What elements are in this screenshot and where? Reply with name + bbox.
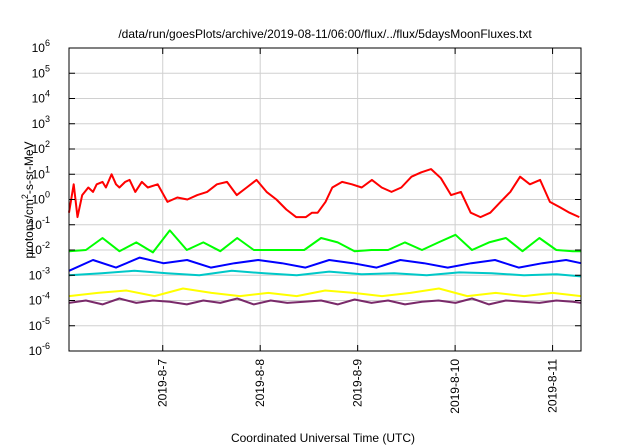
x-tick-label: 2019-8-11 [546, 359, 560, 413]
y-tick-label: 10-6 [29, 341, 50, 358]
x-tick-label: 2019-8-8 [253, 359, 267, 407]
y-tick-label: 104 [32, 89, 50, 106]
x-axis-label: Coordinated Universal Time (UTC) [231, 431, 415, 445]
y-tick-label: 10-5 [29, 316, 50, 333]
y-tick-label: 100 [32, 190, 50, 207]
y-tick-label: 10-3 [29, 265, 50, 282]
y-tick-label: 10-4 [29, 291, 50, 308]
chart-title: /data/run/goesPlots/archive/2019-08-11/0… [118, 27, 532, 41]
y-tick-label: 10-1 [29, 215, 50, 232]
x-tick-label: 2019-8-10 [448, 359, 462, 414]
y-tick-label: 102 [32, 139, 50, 156]
y-tick-label: 10-2 [29, 240, 50, 257]
x-axis-ticks: 2019-8-7 2019-8-8 2019-8-9 2019-8-10 2019-8-… [156, 48, 560, 414]
y-axis-label: protons/cm2-s-sr-MeV [20, 141, 36, 258]
series-line-4 [68, 269, 582, 278]
y-tick-label: 106 [32, 38, 50, 55]
x-tick-label: 2019-8-7 [156, 359, 170, 407]
x-tick-label: 2019-8-9 [351, 359, 365, 407]
y-tick-label: 101 [32, 164, 50, 181]
series-line-1 [68, 168, 580, 219]
series-line-6 [68, 297, 582, 306]
y-axis-ticks: 10-6 10-5 10-4 10-3 10-2 10-1 100 101 102 103 104 1… [29, 38, 581, 358]
series-line-5 [68, 287, 582, 298]
y-tick-label: 103 [32, 114, 50, 131]
series-layer [68, 168, 582, 306]
y-tick-label: 105 [32, 63, 50, 80]
series-line-2 [68, 229, 581, 254]
series-line-3 [68, 256, 582, 272]
